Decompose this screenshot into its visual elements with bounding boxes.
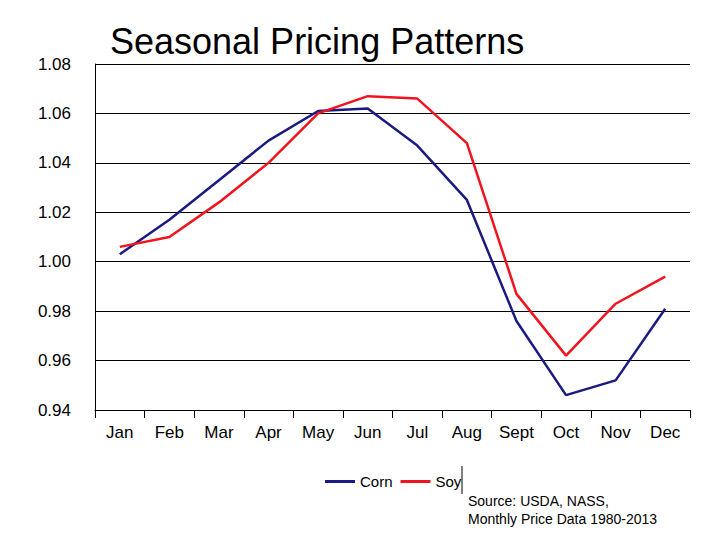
- svg-text:Feb: Feb: [155, 423, 184, 442]
- svg-text:0.98: 0.98: [38, 302, 71, 321]
- svg-text:1.02: 1.02: [38, 203, 71, 222]
- svg-text:Aug: Aug: [452, 423, 482, 442]
- svg-text:Oct: Oct: [553, 423, 580, 442]
- svg-text:Sept: Sept: [499, 423, 534, 442]
- svg-text:1.04: 1.04: [38, 153, 71, 172]
- svg-text:Corn: Corn: [360, 473, 393, 490]
- svg-text:1.00: 1.00: [38, 252, 71, 271]
- svg-text:Source: USDA, NASS,: Source: USDA, NASS,: [468, 493, 609, 509]
- svg-text:May: May: [302, 423, 335, 442]
- svg-text:Seasonal Pricing Patterns: Seasonal Pricing Patterns: [110, 21, 524, 62]
- svg-text:0.96: 0.96: [38, 351, 71, 370]
- svg-text:Monthly Price Data 1980-2013: Monthly Price Data 1980-2013: [468, 511, 657, 527]
- svg-text:Dec: Dec: [650, 423, 681, 442]
- svg-text:1.08: 1.08: [38, 55, 71, 74]
- svg-text:Apr: Apr: [255, 423, 282, 442]
- svg-text:Jun: Jun: [354, 423, 381, 442]
- svg-text:0.94: 0.94: [38, 401, 71, 420]
- svg-text:Mar: Mar: [204, 423, 234, 442]
- svg-text:1.06: 1.06: [38, 104, 71, 123]
- svg-text:Jul: Jul: [406, 423, 428, 442]
- svg-text:Jan: Jan: [106, 423, 133, 442]
- svg-text:Nov: Nov: [601, 423, 632, 442]
- svg-text:Soy: Soy: [436, 473, 462, 490]
